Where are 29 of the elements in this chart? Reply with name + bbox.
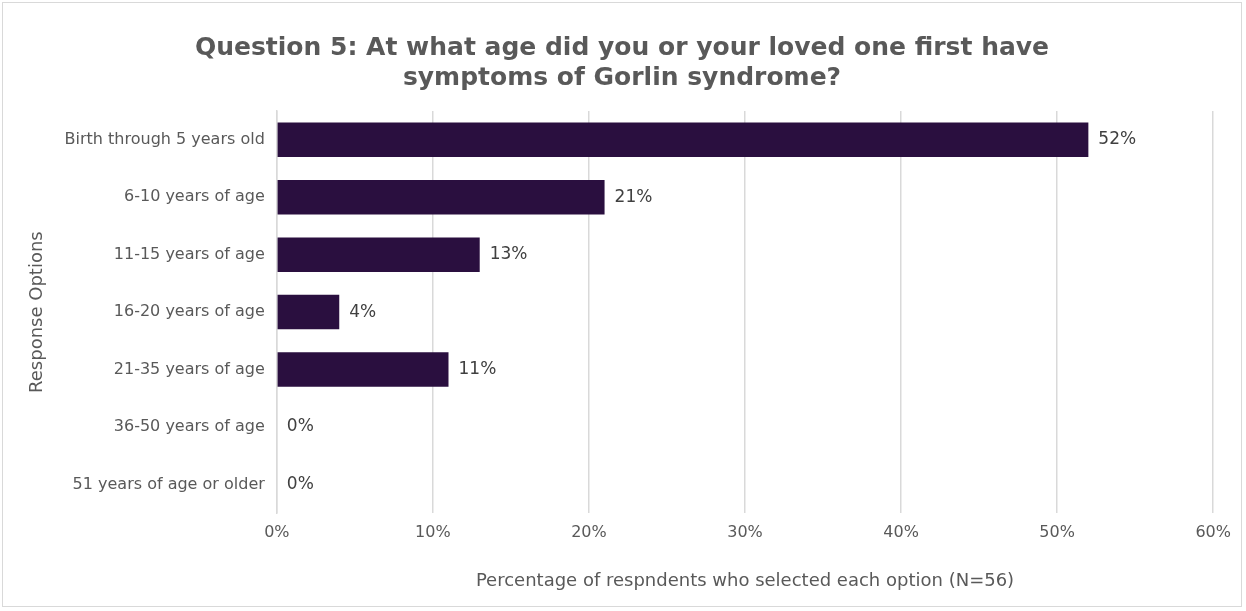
y-tick-label: 36-50 years of age: [113, 416, 265, 436]
y-tick-label: Birth through 5 years old: [64, 128, 265, 148]
y-tick-label: 16-20 years of age: [113, 301, 265, 321]
data-label: 52%: [1098, 128, 1137, 149]
y-axis-title: Response Options: [25, 231, 47, 393]
data-label: 13%: [489, 243, 528, 264]
x-tick-label: 20%: [571, 521, 607, 541]
x-tick-label: 0%: [264, 521, 290, 541]
y-tick-label: 6-10 years of age: [124, 186, 265, 206]
bar: [277, 237, 480, 272]
x-axis-title: Percentage of respndents who selected each option (N=56): [475, 568, 1015, 590]
data-label: 21%: [614, 185, 653, 206]
x-tick-label: 30%: [727, 521, 763, 541]
data-label: 0%: [286, 472, 314, 493]
x-tick-label: 40%: [883, 521, 919, 541]
bar: [277, 352, 449, 387]
y-tick-label: 21-35 years of age: [113, 358, 265, 378]
data-label: 0%: [286, 415, 314, 436]
y-tick-label: 11-15 years of age: [113, 243, 265, 263]
x-tick-label: 10%: [415, 521, 451, 541]
y-tick-label: 51 years of age or older: [72, 473, 266, 493]
data-label: 11%: [458, 357, 497, 378]
bar: [277, 294, 340, 330]
bar: [277, 179, 605, 215]
chart-title: Question 5: At what age did you or your loved one first have symptoms of Gorlin syndrome?: [194, 31, 1050, 91]
bar: [277, 122, 1089, 157]
data-label: 4%: [349, 300, 377, 321]
x-tick-label: 50%: [1039, 521, 1075, 541]
x-tick-label: 60%: [1195, 521, 1231, 541]
